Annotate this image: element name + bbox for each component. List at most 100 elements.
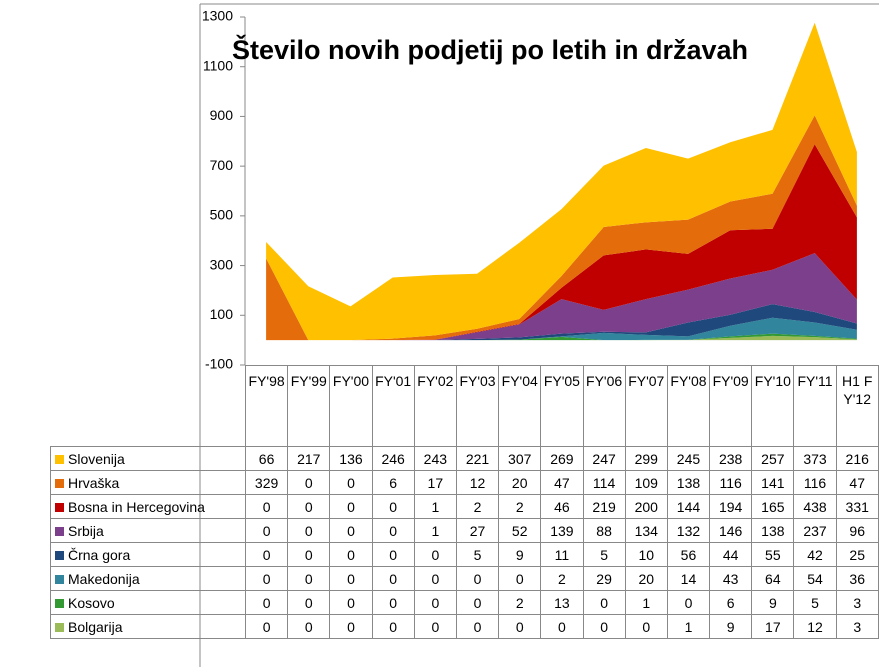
x-tick-label: FY'08 <box>666 365 711 447</box>
data-cell: 0 <box>371 614 415 639</box>
data-cell: 0 <box>498 566 542 591</box>
x-tick-label: FY'09 <box>709 365 753 447</box>
data-cell: 0 <box>287 494 331 519</box>
data-cell: 138 <box>666 470 711 495</box>
data-cell: 246 <box>371 446 415 471</box>
x-tick-label: FY'07 <box>624 365 668 447</box>
legend-entry: Slovenija <box>50 446 246 471</box>
area <box>266 317 857 341</box>
x-tick-label: FY'99 <box>287 365 331 447</box>
data-cell: 0 <box>540 614 584 639</box>
data-cell: 9 <box>751 590 795 615</box>
data-cell: 0 <box>666 590 711 615</box>
data-cell: 0 <box>329 494 373 519</box>
data-cell: 0 <box>455 590 500 615</box>
area <box>266 22 857 341</box>
data-cell: 9 <box>498 542 542 567</box>
data-cell: 331 <box>835 494 879 519</box>
data-cell: 0 <box>582 590 626 615</box>
data-cell: 0 <box>287 542 331 567</box>
data-cell: 114 <box>582 470 626 495</box>
data-cell: 0 <box>329 590 373 615</box>
legend-swatch <box>55 622 64 632</box>
x-tick-label: FY'05 <box>540 365 584 447</box>
legend-label: Hrvaška <box>68 474 120 491</box>
data-cell: 5 <box>455 542 500 567</box>
data-cell: 29 <box>582 566 626 591</box>
data-cell: 1 <box>624 590 668 615</box>
data-cell: 0 <box>498 614 542 639</box>
data-cell: 217 <box>287 446 331 471</box>
data-cell: 243 <box>413 446 457 471</box>
data-cell: 116 <box>793 470 837 495</box>
x-tick-label: FY'06 <box>582 365 626 447</box>
area <box>266 304 857 341</box>
data-cell: 9 <box>709 614 753 639</box>
data-cell: 88 <box>582 518 626 543</box>
data-cell: 245 <box>666 446 711 471</box>
legend-swatch <box>55 550 64 560</box>
data-cell: 257 <box>751 446 795 471</box>
data-cell: 64 <box>751 566 795 591</box>
data-cell: 0 <box>329 470 373 495</box>
data-cell: 43 <box>709 566 753 591</box>
data-cell: 0 <box>413 566 457 591</box>
data-cell: 0 <box>371 590 415 615</box>
data-cell: 0 <box>329 614 373 639</box>
series-row: Bolgarija 0 0 0 0 0 0 0 0 0 0 1 9 17 12 3 <box>50 614 879 639</box>
data-cell: 20 <box>498 470 542 495</box>
data-cell: 144 <box>666 494 711 519</box>
legend-swatch <box>55 526 64 536</box>
data-cell: 3 <box>835 614 879 639</box>
data-cell: 109 <box>624 470 668 495</box>
data-cell: 44 <box>709 542 753 567</box>
legend-entry: Kosovo <box>50 590 246 615</box>
data-cell: 0 <box>287 590 331 615</box>
data-cell: 138 <box>751 518 795 543</box>
series-row: Slovenija 66 217 136 246 243 221 307 269 247 299 24… <box>50 446 879 471</box>
y-tick-label: 500 <box>210 207 234 223</box>
data-cell: 0 <box>287 470 331 495</box>
legend-swatch <box>55 478 64 488</box>
data-cell: 2 <box>455 494 500 519</box>
legend-label: Makedonija <box>68 570 140 587</box>
data-cell: 0 <box>371 518 415 543</box>
series-row: Hrvaška 329 0 0 6 17 12 20 47 114 109 138 116 141 116 4… <box>50 470 879 495</box>
data-cell: 12 <box>793 614 837 639</box>
legend-entry: Bolgarija <box>50 614 246 639</box>
data-cell: 0 <box>244 542 289 567</box>
legend-label: Srbija <box>68 522 104 539</box>
data-table: FY'98 FY'99 FY'00 FY'01 FY'02 FY'03 FY'04 FY'05… <box>50 365 879 639</box>
data-cell: 1 <box>413 494 457 519</box>
data-cell: 46 <box>540 494 584 519</box>
data-cell: 221 <box>455 446 500 471</box>
data-cell: 0 <box>371 566 415 591</box>
data-cell: 0 <box>244 590 289 615</box>
data-cell: 0 <box>371 542 415 567</box>
header-row: FY'98 FY'99 FY'00 FY'01 FY'02 FY'03 FY'04 FY'05… <box>50 365 879 447</box>
y-tick-label: 300 <box>210 256 234 272</box>
data-cell: 141 <box>751 470 795 495</box>
x-tick-label: FY'10 <box>751 365 795 447</box>
data-cell: 12 <box>455 470 500 495</box>
data-cell: 52 <box>498 518 542 543</box>
legend-label: Črna gora <box>68 546 131 563</box>
data-cell: 17 <box>751 614 795 639</box>
plot <box>266 22 857 341</box>
data-cell: 0 <box>329 542 373 567</box>
data-cell: 42 <box>793 542 837 567</box>
y-tick-label: 700 <box>210 157 234 173</box>
area <box>266 253 857 341</box>
data-cell: 11 <box>540 542 584 567</box>
data-cell: 10 <box>624 542 668 567</box>
legend-swatch <box>55 502 64 512</box>
data-cell: 165 <box>751 494 795 519</box>
data-cell: 66 <box>244 446 289 471</box>
data-cell: 47 <box>835 470 879 495</box>
series-row: Srbija 0 0 0 0 1 27 52 139 88 134 132 146 138 237 96 <box>50 518 879 543</box>
data-cell: 136 <box>329 446 373 471</box>
data-cell: 0 <box>371 494 415 519</box>
data-cell: 0 <box>329 518 373 543</box>
